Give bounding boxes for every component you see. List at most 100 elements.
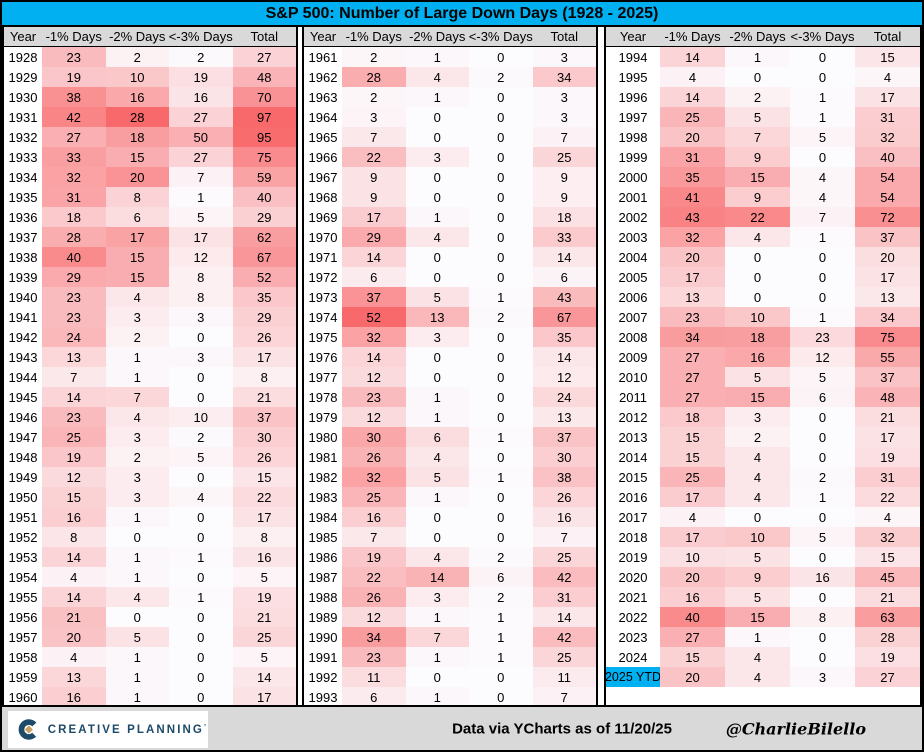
year-cell: 1978 — [304, 387, 342, 407]
value-cell: 7 — [105, 387, 169, 407]
value-cell: 1 — [405, 207, 469, 227]
value-cell: 16 — [42, 687, 106, 707]
value-cell: 12 — [342, 607, 406, 627]
value-cell: 1 — [105, 567, 169, 587]
table-row: 1964 3 0 0 3 — [304, 107, 596, 127]
creative-planning-logo-icon — [18, 719, 40, 740]
value-cell: 0 — [790, 427, 855, 447]
value-cell: 28 — [42, 227, 106, 247]
value-cell: 8 — [169, 267, 233, 287]
value-cell: 4 — [405, 447, 469, 467]
value-cell: 13 — [855, 287, 920, 307]
table-row: 1952 8 0 0 8 — [4, 527, 296, 547]
table-row: 1992 11 0 0 11 — [304, 667, 596, 687]
table-row: 1950 15 3 4 22 — [4, 487, 296, 507]
table-row: 1969 17 1 0 18 — [304, 207, 596, 227]
year-cell: 1995 — [606, 67, 660, 87]
table-row: 1931 42 28 27 97 — [4, 107, 296, 127]
value-cell: 40 — [232, 187, 296, 207]
value-cell: 1 — [169, 587, 233, 607]
value-cell: 19 — [42, 67, 106, 87]
value-cell: 0 — [405, 347, 469, 367]
value-cell: 18 — [725, 327, 790, 347]
value-cell: 1 — [469, 467, 533, 487]
value-cell: 0 — [469, 247, 533, 267]
table-row: 2009 27 16 12 55 — [606, 347, 920, 367]
value-cell: 0 — [405, 367, 469, 387]
value-cell: 4 — [105, 407, 169, 427]
table-row: 1978 23 1 0 24 — [304, 387, 596, 407]
value-cell: 5 — [232, 567, 296, 587]
value-cell: 32 — [342, 467, 406, 487]
value-cell: 17 — [660, 267, 725, 287]
year-cell: 2017 — [606, 507, 660, 527]
value-cell: 14 — [405, 567, 469, 587]
value-cell: 26 — [342, 587, 406, 607]
value-cell: 1 — [790, 227, 855, 247]
value-cell: 1 — [790, 87, 855, 107]
column-header: -1% Days — [664, 29, 721, 44]
value-cell: 23 — [42, 407, 106, 427]
value-cell: 31 — [660, 147, 725, 167]
value-cell: 0 — [405, 127, 469, 147]
year-cell: 2021 — [606, 587, 660, 607]
table-row: 2017 4 0 0 4 — [606, 507, 920, 527]
year-cell: 2018 — [606, 527, 660, 547]
value-cell: 50 — [169, 127, 233, 147]
value-cell: 0 — [469, 507, 533, 527]
value-cell: 9 — [532, 167, 596, 187]
value-cell: 14 — [42, 587, 106, 607]
year-cell: 1991 — [304, 647, 342, 667]
value-cell: 1 — [405, 87, 469, 107]
column-header: <-3% Days — [169, 29, 233, 44]
value-cell: 15 — [42, 487, 106, 507]
value-cell: 3 — [532, 87, 596, 107]
value-cell: 9 — [342, 167, 406, 187]
table-row: 1982 32 5 1 38 — [304, 467, 596, 487]
value-cell: 0 — [469, 107, 533, 127]
value-cell: 0 — [105, 607, 169, 627]
column-header: -1% Days — [345, 29, 402, 44]
value-cell: 37 — [855, 367, 920, 387]
table-row: 1984 16 0 0 16 — [304, 507, 596, 527]
value-cell: 75 — [855, 327, 920, 347]
value-cell: 34 — [342, 627, 406, 647]
value-cell: 42 — [532, 567, 596, 587]
value-cell: 10 — [105, 67, 169, 87]
table-row: 2003 32 4 1 37 — [606, 227, 920, 247]
year-cell: 1951 — [4, 507, 42, 527]
table-row: 1980 30 6 1 37 — [304, 427, 596, 447]
year-cell: 2007 — [606, 307, 660, 327]
value-cell: 1 — [169, 187, 233, 207]
year-cell: 1980 — [304, 427, 342, 447]
year-cell: 1992 — [304, 667, 342, 687]
column-header: Year — [9, 29, 37, 44]
year-cell: 1977 — [304, 367, 342, 387]
value-cell: 25 — [232, 627, 296, 647]
table-row: 1995 4 0 0 4 — [606, 67, 920, 87]
year-cell: 2025 YTD — [606, 667, 660, 687]
value-cell: 0 — [469, 227, 533, 247]
value-cell: 0 — [469, 47, 533, 67]
value-cell: 16 — [169, 87, 233, 107]
value-cell: 7 — [342, 527, 406, 547]
value-cell: 20 — [660, 667, 725, 687]
value-cell: 54 — [855, 187, 920, 207]
table-row: 1974 52 13 2 67 — [304, 307, 596, 327]
value-cell: 1 — [725, 47, 790, 67]
value-cell: 8 — [105, 187, 169, 207]
table-row: 1961 2 1 0 3 — [304, 47, 596, 67]
value-cell: 2 — [105, 327, 169, 347]
table-row: 1936 18 6 5 29 — [4, 207, 296, 227]
value-cell: 1 — [405, 387, 469, 407]
value-cell: 1 — [169, 547, 233, 567]
value-cell: 34 — [532, 67, 596, 87]
value-cell: 32 — [855, 127, 920, 147]
value-cell: 0 — [725, 507, 790, 527]
value-cell: 43 — [532, 287, 596, 307]
value-cell: 24 — [532, 387, 596, 407]
value-cell: 33 — [532, 227, 596, 247]
value-cell: 0 — [469, 447, 533, 467]
year-cell: 1973 — [304, 287, 342, 307]
value-cell: 17 — [660, 527, 725, 547]
